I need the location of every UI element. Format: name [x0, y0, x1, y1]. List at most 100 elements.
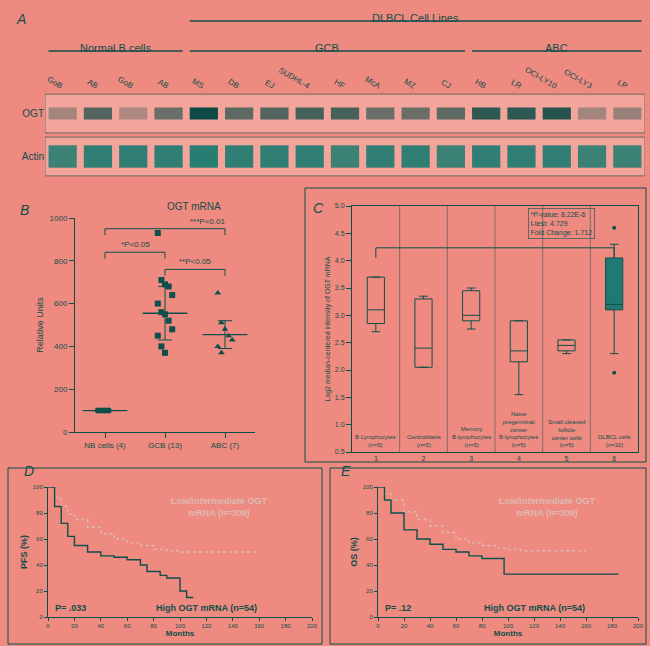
svg-text:*P<0.05: *P<0.05	[121, 240, 150, 249]
svg-text:200: 200	[633, 623, 644, 629]
svg-text:20: 20	[366, 588, 373, 594]
svg-text:MS: MS	[190, 77, 205, 91]
svg-text:OGT mRNA: OGT mRNA	[167, 201, 221, 212]
svg-text:0: 0	[369, 614, 373, 620]
svg-text:GCB (13): GCB (13)	[148, 441, 182, 450]
svg-text:3.0: 3.0	[335, 312, 345, 319]
svg-text:6: 6	[612, 455, 616, 462]
svg-text:B Lymphocytes(n=5): B Lymphocytes(n=5)	[355, 434, 396, 448]
svg-text:200: 200	[54, 385, 68, 394]
svg-text:2.0: 2.0	[335, 366, 345, 373]
svg-text:GoB: GoB	[46, 75, 64, 91]
svg-text:DB: DB	[226, 77, 240, 90]
svg-text:1.5: 1.5	[335, 394, 345, 401]
svg-text:180: 180	[607, 623, 618, 629]
svg-text:1000: 1000	[50, 214, 68, 223]
svg-text:Low/intermediate OGTmRNA (n=30: Low/intermediate OGTmRNA (n=309)	[499, 496, 596, 518]
svg-text:ABC: ABC	[545, 42, 568, 54]
svg-text:0: 0	[376, 623, 380, 629]
svg-text:40: 40	[366, 562, 373, 568]
svg-text:120: 120	[201, 623, 212, 629]
svg-text:600: 600	[54, 299, 68, 308]
svg-text:Log2 median-centered intensity: Log2 median-centered intensity of OGT mR…	[324, 256, 332, 401]
svg-text:E: E	[341, 463, 351, 479]
svg-text:ABC (7): ABC (7)	[211, 441, 240, 450]
svg-text:80: 80	[366, 510, 373, 516]
svg-text:AB: AB	[86, 77, 100, 90]
svg-text:20: 20	[36, 588, 43, 594]
svg-text:4.5: 4.5	[335, 230, 345, 237]
svg-text:60: 60	[36, 536, 43, 542]
svg-text:Months: Months	[494, 629, 523, 638]
svg-text:180: 180	[281, 623, 292, 629]
svg-text:AB: AB	[156, 77, 170, 90]
svg-text:20: 20	[401, 623, 408, 629]
svg-text:McA: McA	[363, 75, 382, 91]
svg-text:40: 40	[36, 562, 43, 568]
svg-text:DLBCL cells(n=32): DLBCL cells(n=32)	[598, 434, 631, 448]
svg-text:D: D	[24, 463, 34, 479]
svg-text:160: 160	[581, 623, 592, 629]
svg-text:60: 60	[453, 623, 460, 629]
svg-text:GoB: GoB	[116, 75, 134, 91]
svg-text:100: 100	[33, 484, 44, 490]
svg-text:800: 800	[54, 257, 68, 266]
svg-text:High OGT mRNA (n=54): High OGT mRNA (n=54)	[156, 603, 257, 613]
svg-text:40: 40	[97, 623, 104, 629]
svg-text:2: 2	[422, 455, 426, 462]
svg-text:80: 80	[479, 623, 486, 629]
svg-text:***P<0.01: ***P<0.01	[190, 217, 225, 226]
svg-text:4.0: 4.0	[335, 257, 345, 264]
svg-text:Months: Months	[166, 629, 195, 638]
svg-text:Centroblasts(n=5): Centroblasts(n=5)	[407, 434, 441, 448]
svg-text:3: 3	[469, 455, 473, 462]
svg-text:EJ: EJ	[263, 78, 276, 90]
svg-text:0: 0	[63, 428, 68, 437]
svg-text:Actin: Actin	[22, 151, 44, 162]
svg-text:**P<0.05: **P<0.05	[179, 257, 211, 266]
svg-text:Low/intermediate OGTmRNA (n=30: Low/intermediate OGTmRNA (n=309)	[171, 496, 268, 518]
svg-text:MZ: MZ	[403, 77, 418, 91]
svg-text:80: 80	[150, 623, 157, 629]
svg-text:MemoryB-lymphocytes(n=5): MemoryB-lymphocytes(n=5)	[452, 426, 491, 448]
svg-text:0: 0	[39, 614, 43, 620]
svg-text:OCI-LY3: OCI-LY3	[563, 68, 594, 91]
svg-text:3.5: 3.5	[335, 284, 345, 291]
svg-text:Small cleavedfolliclecenter ce: Small cleavedfolliclecenter cells(n=5)	[548, 419, 585, 448]
svg-text:HF: HF	[333, 77, 347, 90]
svg-text:60: 60	[124, 623, 131, 629]
svg-text:LR: LR	[510, 78, 524, 91]
svg-text:100: 100	[363, 484, 374, 490]
svg-text:Relative Units: Relative Units	[35, 297, 45, 353]
svg-text:LP: LP	[616, 78, 629, 91]
svg-text:100: 100	[175, 623, 186, 629]
svg-text:5.0: 5.0	[335, 202, 345, 209]
svg-text:120: 120	[529, 623, 540, 629]
svg-text:OS (%): OS (%)	[349, 537, 359, 567]
svg-text:5: 5	[565, 455, 569, 462]
svg-text:CJ: CJ	[439, 78, 452, 91]
svg-text:GCB: GCB	[315, 42, 339, 54]
svg-text:140: 140	[555, 623, 566, 629]
svg-text:2.5: 2.5	[335, 339, 345, 346]
svg-text:NB cells (4): NB cells (4)	[84, 441, 126, 450]
svg-text:0: 0	[46, 623, 50, 629]
svg-text:80: 80	[36, 510, 43, 516]
svg-text:B: B	[20, 202, 29, 218]
svg-text:PFS (%): PFS (%)	[19, 535, 29, 569]
svg-text:140: 140	[228, 623, 239, 629]
svg-text:C: C	[313, 200, 324, 216]
svg-text:200: 200	[307, 623, 318, 629]
svg-text:*P-value: 8.22E-6t-test: 4.729: *P-value: 8.22E-6t-test: 4.729Fold Chang…	[531, 211, 593, 237]
svg-text:High OGT mRNA (n=54): High OGT mRNA (n=54)	[484, 603, 585, 613]
svg-text:DLBCL Cell Lines: DLBCL Cell Lines	[372, 12, 459, 24]
svg-text:60: 60	[366, 536, 373, 542]
svg-text:0.5: 0.5	[335, 448, 345, 455]
svg-text:OCI-LY10: OCI-LY10	[523, 65, 558, 91]
svg-text:1.0: 1.0	[335, 421, 345, 428]
svg-text:Normal B cells: Normal B cells	[80, 42, 151, 54]
svg-text:100: 100	[503, 623, 514, 629]
svg-text:P= .12: P= .12	[385, 603, 411, 613]
svg-text:400: 400	[54, 342, 68, 351]
svg-text:HB: HB	[474, 77, 488, 90]
